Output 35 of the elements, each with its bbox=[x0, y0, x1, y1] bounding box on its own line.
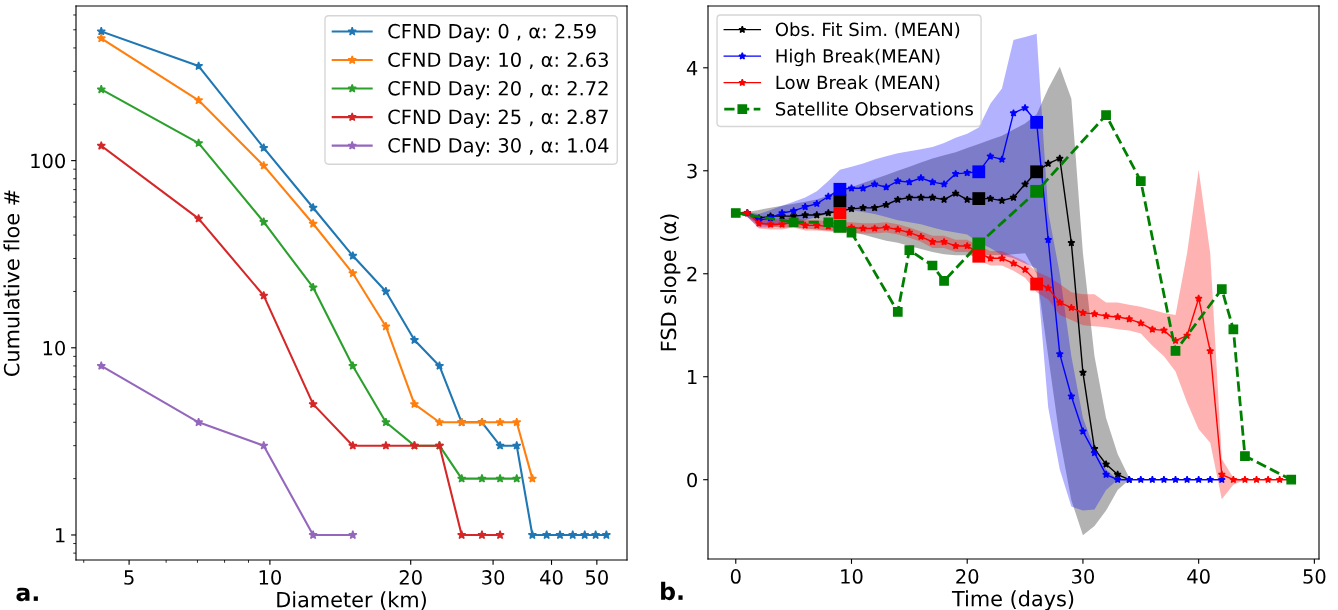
y-axis-title: Cumulative floe # bbox=[3, 190, 20, 376]
y-tick-label: 2 bbox=[687, 266, 697, 282]
y-tick-label: 0 bbox=[687, 472, 697, 488]
x-tick-label: 10 bbox=[259, 570, 281, 585]
x-tick-label: 50 bbox=[585, 570, 608, 585]
y-tick-label: 1 bbox=[688, 369, 697, 385]
legend-label: CFND Day: 20 , α: 2.72 bbox=[388, 80, 608, 100]
text: a. bbox=[16, 587, 38, 602]
legend-label: Obs. Fit Sim. (MEAN) bbox=[775, 22, 960, 39]
y-tick-label: 3 bbox=[687, 163, 697, 179]
y-axis-title: FSD slope (α) bbox=[660, 214, 681, 351]
x-tick-label: 40 bbox=[540, 570, 563, 585]
x-axis-title: Diameter (km) bbox=[277, 591, 426, 610]
legend-label: High Break(MEAN) bbox=[776, 48, 940, 67]
x-tick-label: 0 bbox=[730, 569, 741, 584]
y-tick-label: 10 bbox=[43, 340, 65, 356]
x-tick-label: 20 bbox=[399, 570, 422, 585]
y-tick-label: 1 bbox=[56, 528, 65, 543]
x-tick-label: 30 bbox=[482, 570, 505, 585]
legend-label: CFND Day: 10 , α: 2.63 bbox=[388, 52, 608, 71]
x-tick-label: 50 bbox=[1303, 569, 1326, 584]
legend-label: Low Break (MEAN) bbox=[776, 75, 940, 92]
x-tick-label: 30 bbox=[1072, 569, 1095, 584]
x-tick-label: 40 bbox=[1187, 569, 1210, 584]
text: b. bbox=[661, 581, 683, 601]
legend-label: CFND Day: 25 , α: 2.87 bbox=[388, 109, 608, 128]
y-tick-label: 4 bbox=[686, 61, 698, 76]
legend-label: Satellite Observations bbox=[776, 101, 973, 116]
x-tick-label: 5 bbox=[124, 570, 134, 585]
legend-label: CFND Day: 30 , α: 1.04 bbox=[388, 138, 609, 157]
x-tick-label: 20 bbox=[956, 569, 979, 584]
x-axis-title: Time (days) bbox=[951, 590, 1074, 610]
y-tick-label: 100 bbox=[31, 153, 65, 169]
legend-label: CFND Day: 0 , α: 2.59 bbox=[388, 23, 596, 43]
x-tick-label: 10 bbox=[841, 569, 863, 584]
